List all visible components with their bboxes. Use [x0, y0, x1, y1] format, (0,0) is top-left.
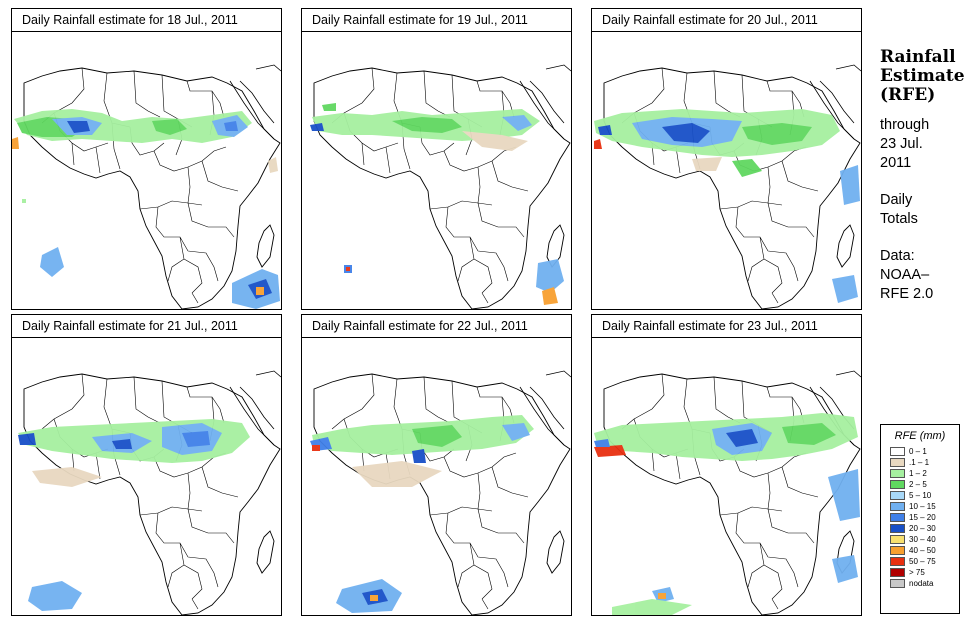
- legend-item: > 75: [890, 567, 959, 578]
- africa-rainfall-map: [18, 370, 281, 615]
- legend-swatch: [890, 524, 905, 533]
- legend-label: 2 – 5: [909, 480, 927, 489]
- africa-rainfall-map: [310, 370, 571, 615]
- legend-label: 15 – 20: [909, 513, 936, 522]
- rainfall-map-panel-20-jul: Daily Rainfall estimate for 20 Jul., 201…: [591, 8, 862, 310]
- data-label: Data:: [880, 248, 915, 264]
- legend-label: .1 – 1: [909, 458, 930, 467]
- legend-title: RFE (mm): [894, 430, 946, 442]
- africa-rainfall-map: [594, 64, 861, 309]
- legend-item: 30 – 40: [890, 534, 959, 545]
- legend-label: nodata: [909, 579, 934, 588]
- legend-swatch: [890, 546, 905, 555]
- panel-title: Daily Rainfall estimate for 20 Jul., 201…: [592, 9, 861, 32]
- rfe-legend: RFE (mm) 0 – 1 .1 – 1 1 – 2 2 – 5 5 – 10 10 –…: [880, 424, 960, 614]
- panel-title: Daily Rainfall estimate for 19 Jul., 201…: [302, 9, 571, 32]
- legend-label: 30 – 40: [909, 535, 936, 544]
- through-date: 23 Jul.: [880, 136, 923, 152]
- legend-item: 40 – 50: [890, 545, 959, 556]
- legend-item: 2 – 5: [890, 479, 959, 490]
- rfe-title-line: (RFE): [880, 85, 936, 105]
- rfe-title: Rainfall Estimate (RFE): [880, 48, 965, 105]
- legend-swatch: [890, 557, 905, 566]
- legend-label: 40 – 50: [909, 546, 936, 555]
- through-label: through: [880, 117, 930, 133]
- legend-item: 20 – 30: [890, 523, 959, 534]
- legend-label: 50 – 75: [909, 557, 936, 566]
- panel-title: Daily Rainfall estimate for 23 Jul., 201…: [592, 315, 861, 338]
- legend-swatch: [890, 502, 905, 511]
- legend-item: 5 – 10: [890, 490, 959, 501]
- panel-title: Daily Rainfall estimate for 21 Jul., 201…: [12, 315, 281, 338]
- legend-label: 10 – 15: [909, 502, 936, 511]
- through-year: 2011: [880, 155, 912, 171]
- legend-label: > 75: [909, 568, 925, 577]
- legend-label: 1 – 2: [909, 469, 927, 478]
- africa-rainfall-map: [310, 64, 571, 309]
- legend-label: 0 – 1: [909, 447, 927, 456]
- legend-swatch: [890, 458, 905, 467]
- legend-swatch: [890, 513, 905, 522]
- rainfall-map-panel-19-jul: Daily Rainfall estimate for 19 Jul., 201…: [301, 8, 572, 310]
- legend-item: .1 – 1: [890, 457, 959, 468]
- totals-line: Totals: [880, 211, 918, 227]
- totals-block: Daily Totals: [880, 191, 965, 229]
- legend-item: 1 – 2: [890, 468, 959, 479]
- data-source-block: Data: NOAA– RFE 2.0: [880, 247, 965, 304]
- legend-item: 0 – 1: [890, 446, 959, 457]
- legend-swatch: [890, 535, 905, 544]
- legend-swatch: [890, 568, 905, 577]
- rfe-title-line: Rainfall: [880, 47, 956, 67]
- legend-swatch: [890, 480, 905, 489]
- rainfall-map-panel-22-jul: Daily Rainfall estimate for 22 Jul., 201…: [301, 314, 572, 616]
- legend-item: 50 – 75: [890, 556, 959, 567]
- legend-item: 10 – 15: [890, 501, 959, 512]
- legend-items: 0 – 1 .1 – 1 1 – 2 2 – 5 5 – 10 10 – 15 15 – 2…: [881, 446, 959, 589]
- rfe-title-line: Estimate: [880, 66, 965, 86]
- legend-swatch: [890, 579, 905, 588]
- panel-title: Daily Rainfall estimate for 22 Jul., 201…: [302, 315, 571, 338]
- rainfall-map-panel-21-jul: Daily Rainfall estimate for 21 Jul., 201…: [11, 314, 282, 616]
- legend-swatch: [890, 469, 905, 478]
- legend-swatch: [890, 491, 905, 500]
- legend-swatch: [890, 447, 905, 456]
- through-date-block: through 23 Jul. 2011: [880, 116, 965, 173]
- legend-item: 15 – 20: [890, 512, 959, 523]
- data-source: RFE 2.0: [880, 286, 934, 302]
- panel-title: Daily Rainfall estimate for 18 Jul., 201…: [12, 9, 281, 32]
- rainfall-map-panel-18-jul: Daily Rainfall estimate for 18 Jul., 201…: [11, 8, 282, 310]
- africa-rainfall-map: [12, 64, 281, 309]
- data-source: NOAA–: [880, 267, 930, 283]
- rainfall-map-panel-23-jul: Daily Rainfall estimate for 23 Jul., 201…: [591, 314, 862, 616]
- legend-label: 5 – 10: [909, 491, 932, 500]
- totals-line: Daily: [880, 192, 913, 208]
- legend-item: nodata: [890, 578, 959, 589]
- africa-rainfall-map: [594, 370, 861, 615]
- legend-label: 20 – 30: [909, 524, 936, 533]
